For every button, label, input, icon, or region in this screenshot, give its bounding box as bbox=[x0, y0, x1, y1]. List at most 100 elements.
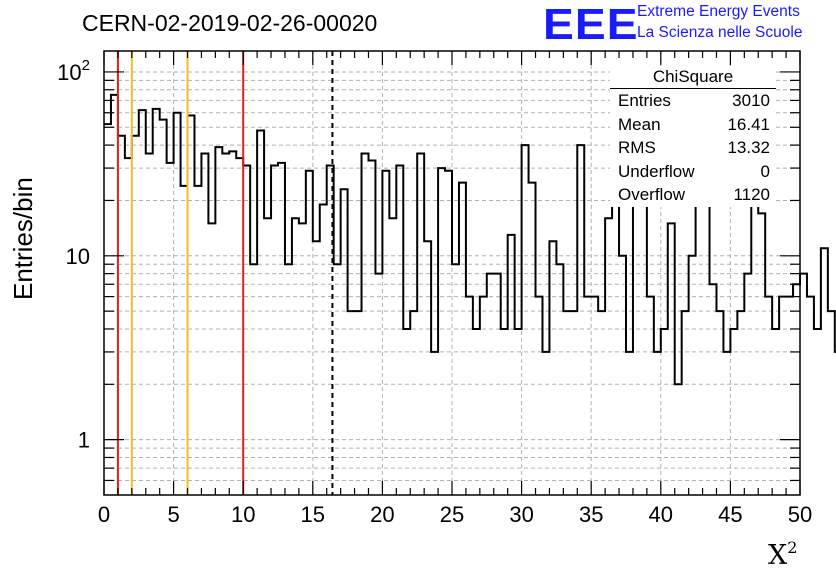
histogram-bin bbox=[536, 297, 543, 495]
histogram-bin bbox=[146, 154, 153, 495]
histogram-bin bbox=[452, 264, 459, 495]
histogram-bin bbox=[710, 284, 717, 495]
histogram-bin bbox=[689, 256, 696, 495]
histogram-bin bbox=[549, 241, 556, 495]
stats-row-mean: Mean 16.41 bbox=[610, 113, 776, 137]
histogram-bin bbox=[292, 218, 299, 495]
stats-value: 3010 bbox=[732, 91, 770, 110]
histogram-bin bbox=[320, 205, 327, 495]
histogram-bin bbox=[563, 311, 570, 495]
stats-label: RMS bbox=[618, 138, 656, 157]
histogram-bin bbox=[619, 256, 626, 495]
histogram-bin bbox=[605, 218, 612, 495]
histogram-bin bbox=[153, 109, 160, 495]
y-axis-label: Entries/bin bbox=[8, 177, 38, 300]
histogram-bin bbox=[250, 264, 257, 495]
histogram-bin bbox=[647, 297, 654, 495]
histogram-bin bbox=[584, 297, 591, 495]
x-tick-label: 0 bbox=[98, 502, 110, 527]
stats-row-underflow: Underflow 0 bbox=[610, 160, 776, 184]
histogram-bin bbox=[751, 168, 758, 495]
histogram-bin bbox=[118, 136, 125, 495]
histogram-bin bbox=[716, 311, 723, 495]
histogram-bin bbox=[556, 264, 563, 495]
x-tick-label: 50 bbox=[788, 502, 812, 527]
histogram-bin bbox=[264, 218, 271, 495]
histogram-bin bbox=[800, 274, 807, 495]
histogram-bin bbox=[382, 171, 389, 495]
x-tick-label: 40 bbox=[649, 502, 673, 527]
histogram-bin bbox=[389, 218, 396, 495]
histogram-bin bbox=[188, 115, 195, 495]
histogram-bin bbox=[174, 113, 181, 495]
histogram-bin bbox=[730, 329, 737, 495]
histogram-bin bbox=[417, 154, 424, 495]
stats-row-entries: Entries 3010 bbox=[610, 89, 776, 113]
histogram-bin bbox=[348, 311, 355, 495]
stats-value: 0 bbox=[760, 161, 770, 181]
stats-row-overflow: Overflow 1120 bbox=[610, 183, 776, 207]
logo-line1: Extreme Energy Events bbox=[637, 3, 800, 20]
histogram-bin bbox=[654, 352, 661, 495]
histogram-bin bbox=[570, 311, 577, 495]
histogram-bin bbox=[626, 352, 633, 495]
histogram-bin bbox=[403, 329, 410, 495]
histogram-bin bbox=[473, 329, 480, 495]
x-tick-label: 25 bbox=[440, 502, 464, 527]
histogram-bin bbox=[577, 145, 584, 495]
histogram-bin bbox=[396, 165, 403, 495]
y-tick-label: 102 bbox=[57, 57, 90, 85]
histogram-bin bbox=[215, 147, 222, 495]
histogram-bin bbox=[132, 136, 139, 495]
x-axis-label: X2 bbox=[768, 538, 798, 571]
histogram-bin bbox=[661, 329, 668, 495]
histogram-bin bbox=[515, 329, 522, 495]
histogram-bin bbox=[229, 151, 236, 495]
histogram-bin bbox=[285, 264, 292, 495]
histogram-bin bbox=[501, 329, 508, 495]
histogram-bin bbox=[828, 311, 835, 495]
histogram-bin bbox=[257, 131, 264, 495]
histogram-bin bbox=[194, 186, 201, 495]
histogram-bin bbox=[410, 311, 417, 495]
y-tick-label: 1 bbox=[78, 428, 90, 453]
histogram-bin bbox=[612, 156, 619, 495]
stats-value: 13.32 bbox=[727, 138, 770, 157]
histogram-bin bbox=[111, 95, 118, 495]
histogram-bin bbox=[591, 297, 598, 495]
x-tick-label: 10 bbox=[231, 502, 255, 527]
histogram-bin bbox=[181, 186, 188, 495]
x-tick-label: 30 bbox=[509, 502, 533, 527]
histogram-bin bbox=[362, 154, 369, 495]
histogram-bin bbox=[807, 297, 814, 495]
stats-title: ChiSquare bbox=[610, 66, 776, 89]
histogram-bin bbox=[779, 297, 786, 495]
histogram-bin bbox=[368, 160, 375, 495]
x-tick-label: 35 bbox=[579, 502, 603, 527]
histogram-bin bbox=[243, 165, 250, 495]
histogram-bin bbox=[522, 145, 529, 495]
y-tick-label: 10 bbox=[66, 244, 90, 269]
x-tick-label: 5 bbox=[167, 502, 179, 527]
logo-line2: La Scienza nelle Scuole bbox=[637, 24, 803, 41]
histogram-bin bbox=[341, 189, 348, 495]
x-tick-label: 45 bbox=[718, 502, 742, 527]
histogram-bin bbox=[236, 158, 243, 495]
stats-row-rms: RMS 13.32 bbox=[610, 136, 776, 160]
histogram-bin bbox=[814, 329, 821, 495]
stats-label: Entries bbox=[618, 91, 671, 110]
histogram-bin bbox=[598, 311, 605, 495]
stats-label: Overflow bbox=[618, 185, 686, 204]
histogram-bin bbox=[334, 264, 341, 495]
histogram-bin bbox=[772, 329, 779, 495]
histogram-bin bbox=[723, 352, 730, 495]
stats-label: Mean bbox=[618, 114, 661, 134]
histogram-bin bbox=[160, 120, 167, 495]
eee-logo: EEE bbox=[543, 0, 639, 49]
x-tick-label: 15 bbox=[301, 502, 325, 527]
histogram-bin bbox=[466, 297, 473, 495]
histogram-bin bbox=[793, 284, 800, 495]
histogram-bin bbox=[125, 158, 132, 495]
histogram-bin bbox=[306, 171, 313, 495]
